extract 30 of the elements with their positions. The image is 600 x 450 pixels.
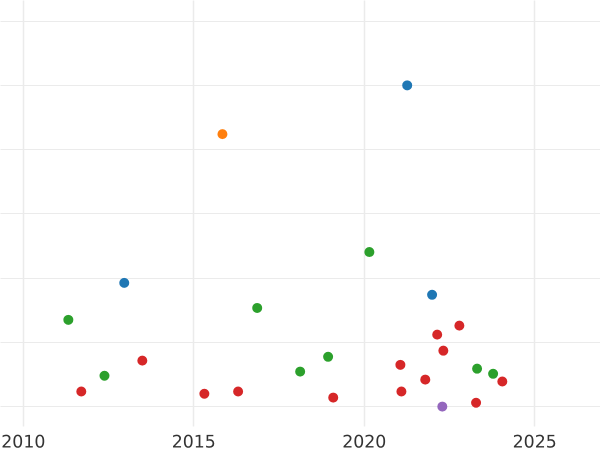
point: [199, 388, 210, 399]
point: [488, 368, 498, 379]
point: [438, 346, 448, 356]
point: [402, 80, 412, 90]
point: [471, 398, 482, 408]
point: [427, 290, 438, 300]
point: [137, 356, 148, 366]
point: [454, 320, 464, 331]
point: [99, 370, 110, 381]
x-tick-label: 2020: [342, 432, 386, 450]
point: [432, 330, 442, 340]
x-tick-label: 2025: [512, 432, 557, 450]
point: [76, 386, 86, 396]
point: [437, 402, 448, 412]
point: [420, 374, 430, 385]
point: [119, 278, 130, 288]
point: [497, 376, 508, 387]
point: [364, 247, 374, 258]
point: [328, 392, 338, 403]
x-tick-label: 2015: [172, 432, 216, 450]
point: [233, 386, 244, 396]
point: [295, 366, 306, 377]
point: [217, 129, 228, 140]
x-tick-label: 2010: [1, 432, 46, 450]
point: [323, 352, 334, 362]
point: [63, 314, 74, 325]
point: [472, 364, 482, 374]
point: [395, 360, 406, 370]
point: [396, 386, 406, 396]
point: [252, 302, 262, 313]
